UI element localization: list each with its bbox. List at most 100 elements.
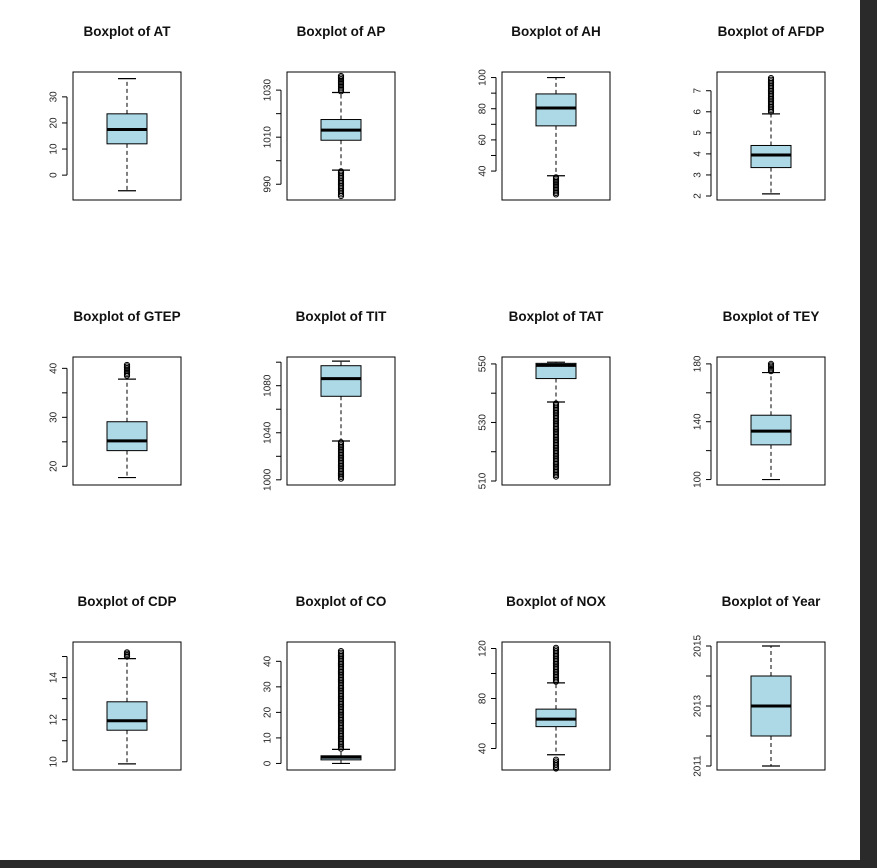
y-tick-label: 7 xyxy=(693,88,704,94)
y-tick-label: 100 xyxy=(478,69,489,86)
boxplot-panel: Boxplot of Year 2011 2013 2015 xyxy=(693,594,826,777)
y-tick-label: 14 xyxy=(49,672,60,684)
y-tick-label: 20 xyxy=(263,706,274,718)
outlier-point-high xyxy=(123,372,131,379)
iqr-box xyxy=(750,144,792,169)
y-tick-label: 30 xyxy=(263,681,274,693)
boxplot-panel: Boxplot of AP 990 1010 1030 xyxy=(263,24,396,201)
y-tick-label: 10 xyxy=(263,732,274,744)
boxplot-panel: Boxplot of TEY 100 140 180 xyxy=(693,309,826,488)
boxplot-panel: Boxplot of AFDP 2 3 4 5 6 7 xyxy=(693,24,826,201)
plot-frame xyxy=(716,641,826,771)
plot-title: Boxplot of TAT xyxy=(509,309,604,324)
plot-title: Boxplot of CO xyxy=(296,594,387,609)
boxplot-panel: Boxplot of AH 40 60 80 100 xyxy=(478,24,611,201)
plot-title: Boxplot of Year xyxy=(722,594,822,609)
plot-title: Boxplot of CDP xyxy=(78,594,177,609)
plot-frame xyxy=(72,71,182,201)
plot-title: Boxplot of TIT xyxy=(296,309,387,324)
plot-title: Boxplot of AFDP xyxy=(718,24,825,39)
plot-title: Boxplot of NOX xyxy=(506,594,606,609)
y-tick-label: 6 xyxy=(693,109,704,115)
y-tick-label: 990 xyxy=(263,175,274,192)
y-tick-label: 0 xyxy=(263,760,274,766)
plot-frame xyxy=(501,641,611,771)
y-tick-label: 100 xyxy=(693,471,704,488)
y-tick-label: 120 xyxy=(478,640,489,657)
y-tick-label: 10 xyxy=(49,143,60,155)
y-tick-label: 40 xyxy=(49,362,60,374)
y-tick-label: 4 xyxy=(693,151,704,157)
boxplot-panel: Boxplot of GTEP 20 30 40 xyxy=(49,309,182,486)
iqr-box xyxy=(106,701,148,731)
y-tick-label: 2011 xyxy=(693,755,704,777)
y-tick-label: 2015 xyxy=(693,634,704,657)
iqr-box xyxy=(535,362,577,380)
outlier-point-high xyxy=(337,745,345,752)
y-tick-label: 30 xyxy=(49,411,60,423)
y-tick-label: 3 xyxy=(693,172,704,178)
boxplot-panel: Boxplot of NOX 40 80 120 xyxy=(478,594,611,772)
plot-title: Boxplot of AT xyxy=(84,24,172,39)
iqr-box xyxy=(535,93,577,127)
y-tick-label: 60 xyxy=(478,134,489,146)
plot-frame xyxy=(72,356,182,486)
outlier-point-low xyxy=(552,473,560,480)
outlier-point-low xyxy=(552,761,560,769)
y-tick-label: 10 xyxy=(49,756,60,768)
iqr-box xyxy=(106,421,148,452)
y-tick-label: 550 xyxy=(478,355,489,372)
y-tick-label: 140 xyxy=(693,413,704,430)
boxplot-panel: Boxplot of CDP 10 12 14 xyxy=(49,594,182,771)
iqr-box xyxy=(320,365,362,397)
y-tick-label: 1080 xyxy=(263,374,274,397)
y-tick-label: 40 xyxy=(263,655,274,667)
plot-frame xyxy=(286,641,396,771)
plot-title: Boxplot of AP xyxy=(297,24,386,39)
plot-frame xyxy=(286,356,396,486)
plot-frame xyxy=(286,71,396,201)
outlier-point-high xyxy=(767,108,775,115)
plot-title: Boxplot of GTEP xyxy=(73,309,180,324)
plot-title: Boxplot of AH xyxy=(511,24,600,39)
y-tick-label: 20 xyxy=(49,117,60,129)
y-tick-label: 180 xyxy=(693,355,704,372)
outlier-point-high xyxy=(552,678,560,685)
y-tick-label: 1010 xyxy=(263,126,274,149)
plot-frame xyxy=(501,356,611,486)
plot-title: Boxplot of TEY xyxy=(723,309,820,324)
boxplot-panel: Boxplot of TAT 510 530 550 xyxy=(478,309,611,489)
y-tick-label: 0 xyxy=(49,172,60,178)
outlier-point-low xyxy=(552,763,560,770)
y-tick-label: 1040 xyxy=(263,421,274,444)
outlier-point-high xyxy=(123,653,131,660)
y-tick-label: 1030 xyxy=(263,79,274,102)
y-tick-label: 80 xyxy=(478,103,489,115)
boxplot-panel: Boxplot of CO 0 10 20 30 40 xyxy=(263,594,396,771)
plot-frame xyxy=(716,356,826,486)
y-tick-label: 30 xyxy=(49,91,60,103)
y-tick-label: 40 xyxy=(478,165,489,177)
outlier-point-high xyxy=(337,88,345,95)
outlier-point-low xyxy=(337,192,345,200)
y-tick-label: 40 xyxy=(478,743,489,755)
boxplot-panel: Boxplot of TIT 1000 1040 1080 xyxy=(263,309,396,491)
outlier-point-high xyxy=(767,368,775,375)
y-tick-label: 2 xyxy=(693,193,704,199)
outlier-point-low xyxy=(337,475,345,482)
y-tick-label: 80 xyxy=(478,693,489,705)
y-tick-label: 5 xyxy=(693,130,704,136)
y-tick-label: 530 xyxy=(478,414,489,431)
plot-frame xyxy=(72,641,182,771)
outlier-point-low xyxy=(552,765,560,772)
y-tick-label: 1000 xyxy=(263,468,274,491)
outlier-point-low xyxy=(552,191,560,198)
y-tick-label: 12 xyxy=(49,714,60,726)
boxplot-panel: Boxplot of AT 0 10 20 30 xyxy=(49,24,182,201)
y-tick-label: 2013 xyxy=(693,694,704,717)
y-tick-label: 20 xyxy=(49,460,60,472)
plot-frame xyxy=(501,71,611,201)
plot-frame xyxy=(716,71,826,201)
y-tick-label: 510 xyxy=(478,472,489,489)
figure-canvas: Boxplot of AT 0 10 20 30 Boxplot of AP 990 1010… xyxy=(0,0,860,860)
